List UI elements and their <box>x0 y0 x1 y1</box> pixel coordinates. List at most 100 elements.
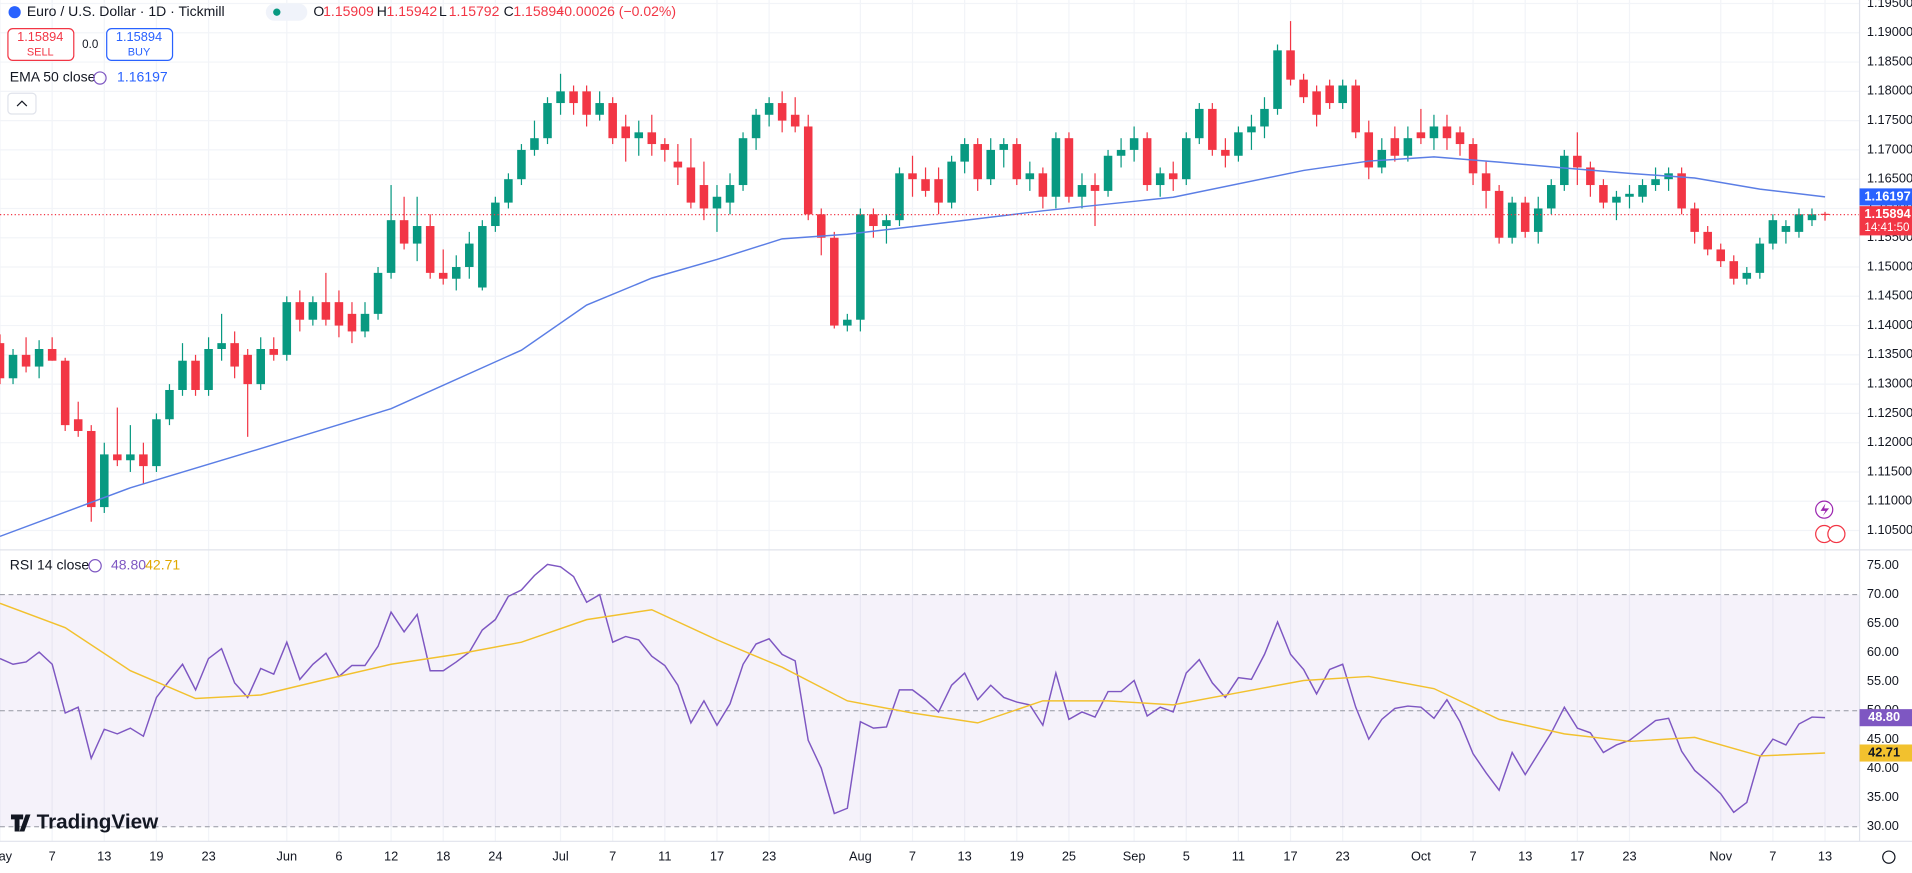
candle-body <box>1651 179 1660 186</box>
candle-body <box>113 454 122 461</box>
candle-body <box>386 220 396 273</box>
y-tick-label: 1.19500 <box>1867 0 1912 10</box>
y-tick-label: 1.18000 <box>1867 83 1912 98</box>
candle-body <box>217 343 226 349</box>
candle-body <box>960 144 969 162</box>
candle-body <box>986 149 995 180</box>
candle-body <box>34 348 44 367</box>
candle-body <box>1090 185 1100 191</box>
x-tick-label: Jun <box>276 849 297 864</box>
candle-body <box>21 354 31 367</box>
logo-mark <box>10 814 31 832</box>
rsi-ma-line <box>0 602 1826 757</box>
x-tick-label: 23 <box>1622 849 1636 864</box>
rsi-tick-label: 35.00 <box>1867 789 1899 804</box>
collapse-button[interactable] <box>7 92 37 115</box>
x-tick-label: 7 <box>909 849 916 864</box>
candle-body <box>1638 185 1647 197</box>
candle-body <box>1768 220 1778 244</box>
settings-icon[interactable] <box>1882 850 1896 864</box>
candle-body <box>1455 132 1465 145</box>
candle-body <box>152 419 161 467</box>
candle-body <box>934 179 943 203</box>
x-tick-label: Sep <box>1123 849 1146 864</box>
candle-body <box>165 389 174 420</box>
candle-body <box>1234 132 1243 156</box>
candle-body <box>1273 50 1282 109</box>
collapse-icon <box>16 100 28 107</box>
candle-body <box>1442 126 1452 139</box>
candle-body <box>686 167 696 203</box>
candle-body <box>1325 85 1334 104</box>
candle-body <box>530 138 539 150</box>
x-tick-label: 13 <box>1818 849 1832 864</box>
candle-body <box>1390 138 1400 156</box>
candle-body <box>1025 173 1035 180</box>
change: −0.00026 (−0.02%) <box>556 3 676 19</box>
candle-body <box>660 144 670 150</box>
candle-body <box>1181 138 1191 180</box>
rsi-axis-label: 42.71 <box>1868 744 1900 759</box>
ohlc-label: C <box>504 3 514 19</box>
candle-body <box>1586 167 1595 186</box>
x-tick-label: 25 <box>1062 849 1076 864</box>
x-tick-label: 12 <box>384 849 398 864</box>
candle-body <box>803 126 813 215</box>
x-tick-label: 6 <box>335 849 342 864</box>
candle-body <box>1599 185 1608 203</box>
candle-body <box>425 226 435 273</box>
candle-body <box>1221 149 1230 156</box>
status-pill[interactable] <box>265 3 308 21</box>
rsi-axis-box <box>1859 709 1912 727</box>
candle-body <box>777 103 787 121</box>
candle-body <box>738 138 748 186</box>
candle-body <box>843 319 852 326</box>
y-tick-label: 1.11500 <box>1867 463 1912 478</box>
candle-body <box>1677 173 1686 209</box>
candle-body <box>882 220 891 227</box>
x-tick-label: 19 <box>1010 849 1024 864</box>
candle-body <box>1064 138 1074 197</box>
x-tick-label: 7 <box>1469 849 1476 864</box>
ohlc-header: O1.15909 H 1.15942 L 1.15792 C 1.15894 <box>313 3 564 19</box>
buy-button[interactable] <box>106 28 174 61</box>
x-tick-label: 17 <box>1570 849 1584 864</box>
rsi-tick-label: 45.00 <box>1867 731 1899 746</box>
rsi-tick-label: 70.00 <box>1867 586 1899 601</box>
candle-body <box>1533 208 1543 232</box>
candle-body <box>308 302 318 320</box>
rsi-legend: RSI 14 close <box>10 556 90 572</box>
x-tick-label: 7 <box>1769 849 1776 864</box>
candle-body <box>60 360 70 426</box>
candle-body <box>243 354 252 385</box>
rsi-settings-icon[interactable] <box>88 559 102 573</box>
candle-body <box>139 454 148 467</box>
ema-axis-box <box>1859 188 1912 206</box>
candle-body <box>1716 249 1726 262</box>
candle-body <box>1103 155 1113 191</box>
candle-body <box>1168 173 1178 180</box>
candle-body <box>1077 185 1087 197</box>
ema-line <box>0 156 1826 538</box>
candle-body <box>282 302 292 355</box>
candle-body <box>126 454 135 461</box>
candle-body <box>1116 149 1126 156</box>
x-tick-label: Nov <box>1709 849 1732 864</box>
candle-body <box>465 243 474 268</box>
rsi-tick-label: 40.00 <box>1867 760 1899 775</box>
candle-body <box>1612 196 1621 203</box>
candle-body <box>191 360 200 390</box>
candle-body <box>269 348 279 355</box>
candle-body <box>1155 173 1165 186</box>
candle-body <box>1416 132 1426 139</box>
candle-body <box>673 161 683 168</box>
candle-body <box>478 226 487 288</box>
y-tick-label: 1.17500 <box>1867 112 1912 127</box>
ema-settings-icon[interactable] <box>93 71 107 85</box>
symbol-title: Euro / U.S. Dollar · 1D · Tickmill <box>27 3 225 19</box>
x-tick-label: May <box>0 849 13 864</box>
news-icon[interactable] <box>1827 524 1846 544</box>
sell-button[interactable] <box>7 28 75 61</box>
